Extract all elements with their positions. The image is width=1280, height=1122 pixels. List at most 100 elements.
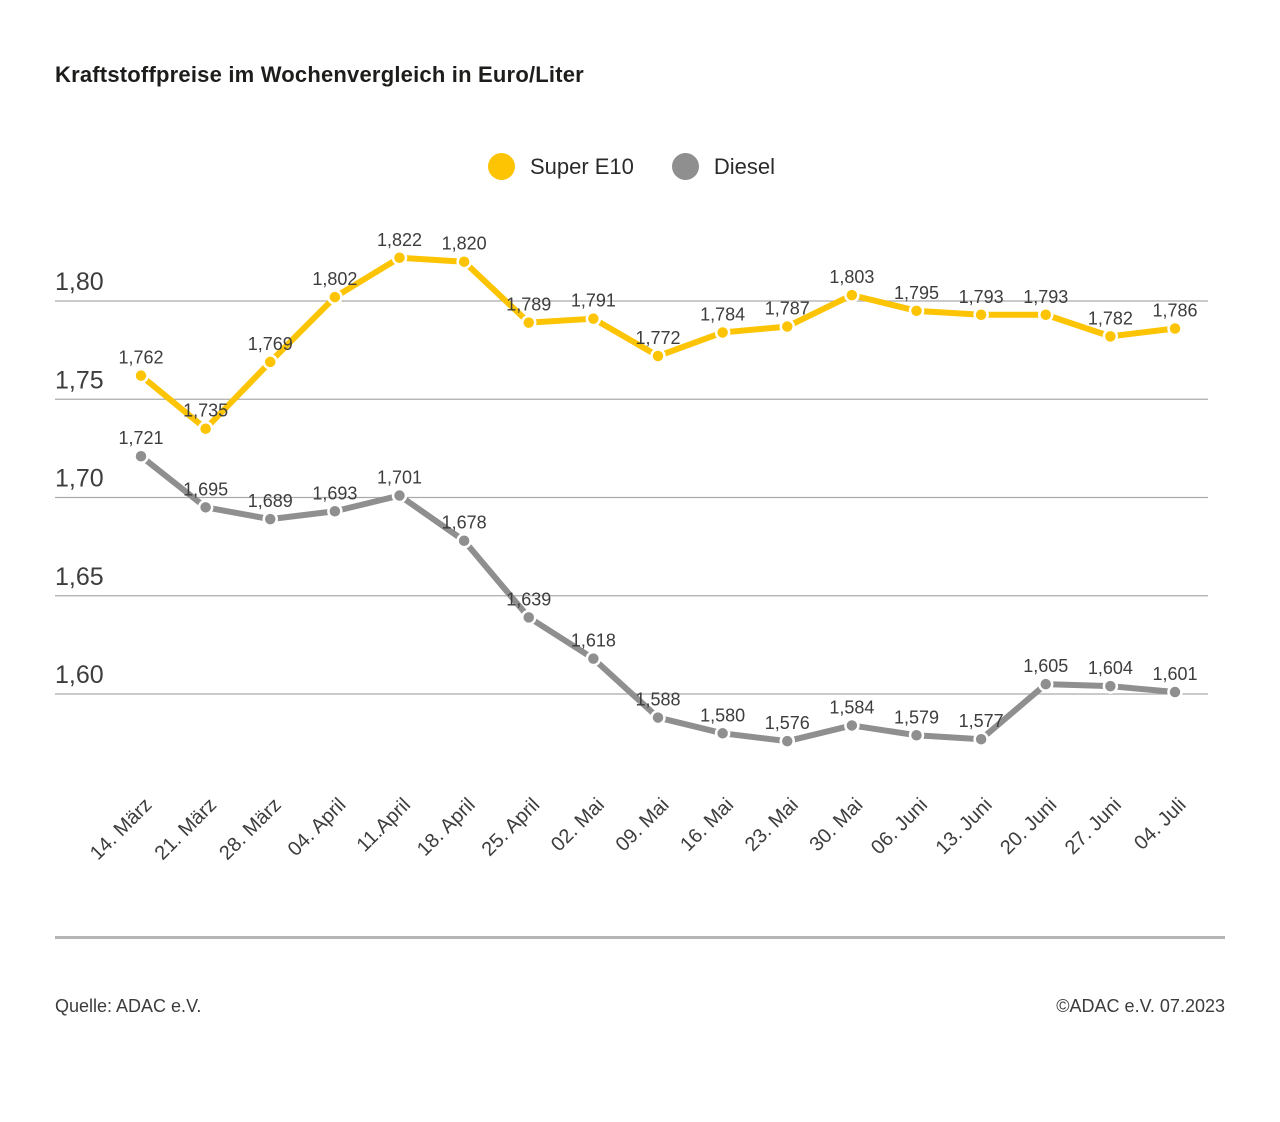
data-point-diesel bbox=[327, 503, 343, 520]
x-tick-label: 27. Juni bbox=[1061, 794, 1126, 859]
x-tick-label: 20. Juni bbox=[996, 794, 1061, 859]
footer-copyright: ©ADAC e.V. 07.2023 bbox=[1056, 996, 1225, 1016]
data-point-label-diesel: 1,605 bbox=[1023, 656, 1068, 676]
data-point-label-super-e10: 1,820 bbox=[442, 234, 487, 254]
data-point-diesel bbox=[714, 725, 731, 742]
data-point-label-diesel: 1,576 bbox=[765, 713, 810, 733]
x-tick-label: 30. Mai bbox=[805, 794, 867, 856]
data-point-diesel bbox=[391, 487, 408, 504]
data-point-label-super-e10: 1,784 bbox=[700, 304, 745, 324]
x-tick-label: 23. Mai bbox=[741, 794, 803, 856]
data-point-super-e10 bbox=[391, 250, 408, 266]
data-point-label-diesel: 1,689 bbox=[248, 491, 293, 511]
data-point-label-diesel: 1,618 bbox=[571, 631, 616, 651]
legend-item-diesel: Diesel bbox=[671, 153, 776, 180]
x-tick-label: 28. März bbox=[215, 794, 286, 865]
data-point-label-diesel: 1,695 bbox=[183, 479, 228, 499]
data-point-super-e10 bbox=[844, 287, 860, 303]
legend-item-super-e10: Super E10 bbox=[487, 153, 634, 180]
data-point-label-super-e10: 1,735 bbox=[183, 401, 228, 421]
data-point-super-e10 bbox=[521, 314, 537, 331]
data-point-super-e10 bbox=[714, 324, 731, 341]
y-tick-label: 1,70 bbox=[55, 465, 104, 493]
data-point-label-diesel: 1,678 bbox=[442, 513, 487, 533]
data-point-super-e10 bbox=[1102, 328, 1119, 345]
data-point-label-diesel: 1,584 bbox=[829, 697, 874, 717]
data-point-label-super-e10: 1,789 bbox=[506, 295, 551, 315]
footer-divider bbox=[55, 936, 1225, 939]
data-point-diesel bbox=[779, 733, 795, 749]
data-point-diesel bbox=[844, 717, 860, 734]
data-point-label-super-e10: 1,802 bbox=[312, 269, 357, 289]
data-point-super-e10 bbox=[262, 354, 278, 370]
footer-source: Quelle: ADAC e.V. bbox=[55, 996, 202, 1016]
data-point-label-super-e10: 1,769 bbox=[248, 334, 293, 354]
data-point-super-e10 bbox=[585, 310, 602, 327]
data-point-label-diesel: 1,577 bbox=[959, 711, 1004, 731]
data-point-diesel bbox=[1038, 676, 1054, 692]
data-point-label-super-e10: 1,793 bbox=[1023, 287, 1068, 307]
data-point-label-diesel: 1,701 bbox=[377, 468, 422, 488]
data-point-super-e10 bbox=[456, 253, 472, 270]
y-tick-label: 1,75 bbox=[55, 366, 104, 394]
data-point-diesel bbox=[456, 532, 472, 549]
x-tick-label: 16. Mai bbox=[676, 794, 738, 856]
data-point-label-diesel: 1,604 bbox=[1088, 658, 1133, 678]
data-point-super-e10 bbox=[1167, 320, 1183, 337]
data-point-super-e10 bbox=[973, 307, 989, 323]
y-tick-label: 1,80 bbox=[55, 268, 104, 296]
data-point-super-e10 bbox=[650, 348, 666, 364]
data-point-diesel bbox=[973, 731, 989, 747]
data-point-label-super-e10: 1,772 bbox=[635, 328, 680, 348]
data-point-label-diesel: 1,639 bbox=[506, 589, 551, 609]
data-point-diesel bbox=[262, 511, 278, 527]
data-point-label-super-e10: 1,795 bbox=[894, 283, 939, 303]
y-tick-label: 1,60 bbox=[55, 661, 104, 689]
data-point-super-e10 bbox=[197, 420, 214, 437]
data-point-label-super-e10: 1,791 bbox=[571, 291, 616, 311]
x-tick-label: 14. März bbox=[86, 794, 157, 865]
data-point-super-e10 bbox=[908, 303, 925, 319]
legend-dot-super-e10-icon bbox=[487, 153, 515, 180]
legend: Super E10 Diesel bbox=[55, 153, 1208, 180]
data-point-label-super-e10: 1,803 bbox=[829, 267, 874, 287]
legend-label-super-e10: Super E10 bbox=[529, 153, 634, 179]
data-point-super-e10 bbox=[1038, 307, 1054, 323]
data-point-super-e10 bbox=[327, 289, 343, 305]
x-tick-label: 21. März bbox=[151, 794, 222, 865]
x-tick-label: 25. April bbox=[478, 794, 545, 861]
data-point-label-super-e10: 1,762 bbox=[118, 348, 163, 368]
data-point-diesel bbox=[133, 448, 149, 464]
data-point-label-super-e10: 1,787 bbox=[765, 299, 810, 319]
x-tick-label: 06. Juni bbox=[867, 794, 932, 859]
data-point-diesel bbox=[197, 499, 214, 516]
data-point-label-diesel: 1,579 bbox=[894, 707, 939, 727]
data-point-label-diesel: 1,588 bbox=[635, 690, 680, 710]
x-tick-label: 09. Mai bbox=[612, 794, 674, 856]
x-tick-label: 04. April bbox=[284, 794, 351, 861]
data-point-diesel bbox=[521, 609, 537, 626]
legend-dot-diesel-icon bbox=[671, 153, 699, 180]
data-point-diesel bbox=[1167, 684, 1183, 700]
data-point-label-super-e10: 1,786 bbox=[1152, 301, 1197, 321]
data-point-super-e10 bbox=[779, 318, 795, 335]
data-point-diesel bbox=[585, 650, 602, 667]
data-point-label-diesel: 1,580 bbox=[700, 705, 745, 725]
x-tick-label: 13. Juni bbox=[932, 794, 997, 859]
legend-label-diesel: Diesel bbox=[713, 153, 776, 179]
data-point-label-super-e10: 1,822 bbox=[377, 230, 422, 250]
data-point-label-diesel: 1,693 bbox=[312, 483, 357, 503]
data-point-diesel bbox=[908, 727, 925, 744]
data-point-label-diesel: 1,721 bbox=[118, 428, 163, 448]
data-point-diesel bbox=[650, 709, 666, 726]
data-point-label-super-e10: 1,782 bbox=[1088, 308, 1133, 328]
x-tick-label: 18. April bbox=[413, 794, 480, 861]
y-tick-label: 1,65 bbox=[55, 563, 104, 591]
data-point-label-diesel: 1,601 bbox=[1152, 664, 1197, 684]
data-point-super-e10 bbox=[133, 367, 149, 384]
chart-title: Kraftstoffpreise im Wochenvergleich in E… bbox=[55, 62, 584, 87]
data-point-diesel bbox=[1102, 678, 1119, 694]
x-tick-label: 11.April bbox=[353, 794, 415, 856]
